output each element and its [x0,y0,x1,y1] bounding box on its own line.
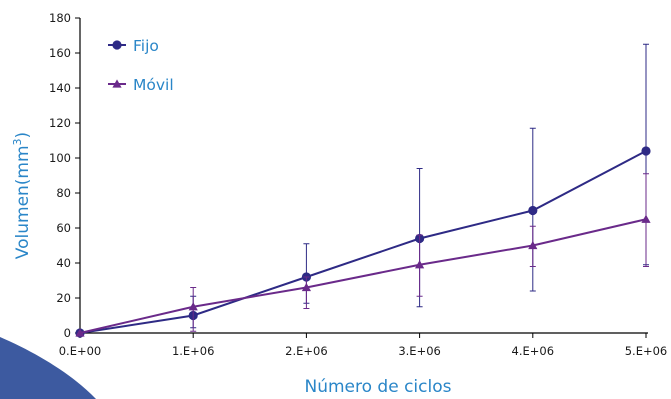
data-point [188,302,198,311]
legend: Fijo Móvil [108,37,174,94]
y-tick-label: 0 [64,326,71,340]
x-tick-label: 2.E+06 [285,344,328,358]
series-1 [75,173,651,337]
x-tick-label: 3.E+06 [398,344,441,358]
corner-decoration [0,337,96,399]
data-point [528,205,538,216]
data-point [301,282,311,292]
data-point [641,214,651,223]
data-point [75,328,85,337]
legend-item-0: Fijo [108,37,159,55]
x-tick-label: 0.E+00 [59,344,102,358]
data-point [415,260,425,269]
axes: 0 20 40 60 80 100 120 140 160 180 0.E+00 1.E+06 2.E+… [49,11,667,358]
y-axis-title-superscript: 3 [11,138,24,145]
legend-swatch-marker [112,79,122,88]
y-tick-label: 100 [49,151,71,165]
y-tick-label: 120 [49,116,71,130]
legend-label: Fijo [133,37,159,55]
legend-item-1: Móvil [108,76,174,94]
y-tick-label: 40 [56,256,71,270]
series-line [79,150,647,334]
y-tick-label: 20 [56,291,71,305]
legend-label: Móvil [133,76,174,94]
legend-swatch-marker [112,40,122,50]
data-point [641,146,651,156]
series-line [79,218,647,334]
y-tick-label: 80 [56,186,71,200]
x-axis-title: Número de ciclos [305,377,452,397]
y-axis-title: Volumen(mm3) [11,132,33,259]
data-point [528,240,538,250]
x-tick-label: 4.E+06 [512,344,555,358]
axis-titles: Número de ciclos Volumen(mm3) [11,132,452,397]
y-tick-label: 180 [49,11,71,25]
y-tick-label: 140 [49,81,71,95]
y-tick-label: 60 [56,221,71,235]
y-tick-label: 160 [49,46,71,60]
y-axis-title-main: Volumen(mm [13,145,33,259]
y-axis-title-close: ) [13,132,33,139]
series-layer [75,43,651,338]
x-tick-label: 5.E+06 [625,344,668,358]
x-tick-label: 1.E+06 [172,344,215,358]
